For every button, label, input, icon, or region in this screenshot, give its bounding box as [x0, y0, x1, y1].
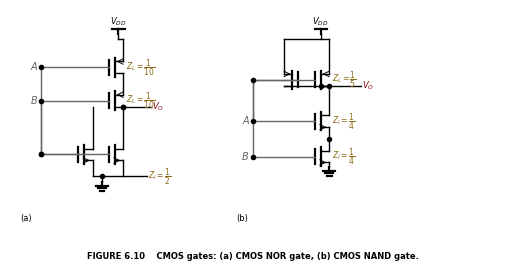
Text: FIGURE 6.10    CMOS gates: (a) CMOS NOR gate, (b) CMOS NAND gate.: FIGURE 6.10 CMOS gates: (a) CMOS NOR gat…	[86, 252, 419, 261]
Text: $Z_I = \dfrac{1}{2}$: $Z_I = \dfrac{1}{2}$	[147, 166, 171, 187]
Text: $V_{DD}$: $V_{DD}$	[110, 15, 127, 28]
Text: (b): (b)	[236, 214, 248, 223]
Text: (a): (a)	[21, 214, 32, 223]
Text: $V_O$: $V_O$	[153, 100, 165, 113]
Text: $Z_L = \dfrac{1}{5}$: $Z_L = \dfrac{1}{5}$	[331, 70, 357, 90]
Text: $Z_I= \dfrac{1}{4}$: $Z_I= \dfrac{1}{4}$	[331, 111, 355, 131]
Text: $Z_L = \dfrac{1}{10}$: $Z_L = \dfrac{1}{10}$	[126, 90, 155, 111]
Text: $Z_L = \dfrac{1}{10}$: $Z_L = \dfrac{1}{10}$	[126, 57, 155, 78]
Text: A: A	[242, 116, 249, 126]
Text: $V_O$: $V_O$	[362, 80, 374, 92]
Text: A: A	[30, 63, 37, 72]
Text: B: B	[242, 152, 249, 161]
Text: $V_{DD}$: $V_{DD}$	[313, 15, 329, 28]
Text: $Z_I= \dfrac{1}{4}$: $Z_I= \dfrac{1}{4}$	[331, 146, 355, 167]
Text: B: B	[30, 95, 37, 106]
